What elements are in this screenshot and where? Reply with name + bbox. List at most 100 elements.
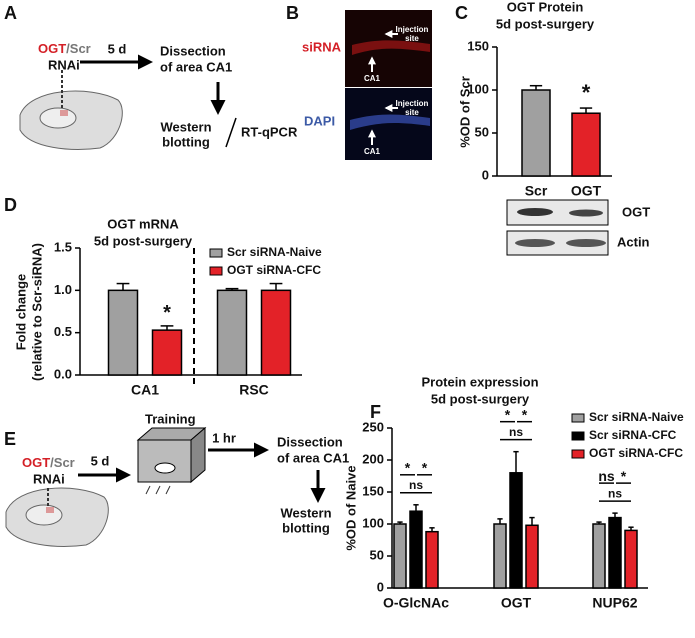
panel-label: A	[4, 3, 17, 23]
y-tick-label: 0.0	[54, 366, 72, 381]
legend-swatch	[209, 248, 223, 258]
brain	[19, 70, 123, 150]
text: Injection	[396, 99, 429, 108]
text: RNAi	[33, 471, 65, 486]
y-tick-label: 0.5	[54, 324, 72, 339]
y-axis-label: %OD of Scr	[457, 76, 472, 148]
legend-swatch	[209, 266, 223, 276]
bar	[509, 472, 523, 589]
y-tick-label: 100	[362, 515, 384, 530]
text: CA1	[364, 147, 381, 156]
text: OGT/Scr	[22, 455, 75, 470]
comparison-label: *	[422, 460, 428, 476]
panel-label: F	[370, 402, 381, 422]
comparison-label: *	[505, 406, 511, 422]
bar	[592, 523, 606, 589]
bar	[608, 516, 622, 589]
text: 5 d	[91, 453, 110, 468]
text: Western	[160, 119, 211, 134]
legend-swatch	[571, 449, 585, 459]
comparison-label: *	[621, 468, 627, 484]
y-tick-label: 1.5	[54, 239, 72, 254]
x-tick-label: OGT	[501, 595, 532, 611]
bar	[107, 289, 139, 376]
image-signal	[350, 114, 430, 130]
annotation: *	[582, 80, 591, 105]
text: DAPI	[304, 113, 335, 128]
comparison-label: ns	[608, 486, 622, 500]
x-tick-label: OGT	[571, 183, 602, 199]
blot-label: Actin	[617, 234, 650, 249]
bar	[493, 523, 507, 589]
text: siRNA	[302, 39, 342, 54]
legend-label: Scr siRNA-Naive	[589, 410, 684, 424]
bar	[521, 89, 551, 177]
panel-label: B	[286, 3, 299, 23]
text: RT-qPCR	[241, 124, 298, 139]
text: CA1	[364, 74, 381, 83]
bar	[393, 523, 407, 589]
bar	[260, 289, 292, 376]
bar	[525, 524, 539, 589]
y-tick-label: 0	[377, 579, 384, 594]
chart-title: Protein expression	[421, 374, 538, 389]
chart-title: 5d post-surgery	[496, 16, 595, 31]
text: Dissection	[160, 43, 226, 58]
annotation: *	[163, 302, 171, 324]
comparison-label: *	[405, 460, 411, 476]
comparison-label: ns	[598, 468, 615, 484]
panel-label: E	[4, 429, 16, 449]
text: 5 d	[108, 41, 127, 56]
blot-band	[517, 208, 553, 216]
legend-label: Scr siRNA-Naive	[227, 245, 322, 259]
chart-title: 5d post-surgery	[94, 233, 193, 248]
x-tick-label: Scr	[525, 183, 548, 199]
bar	[624, 529, 638, 589]
x-tick-label: O-GlcNAc	[383, 595, 449, 611]
y-tick-label: 0	[482, 167, 489, 182]
panel-label: C	[455, 3, 468, 23]
bar	[409, 510, 423, 589]
blot-band	[569, 209, 603, 217]
y-tick-label: 100	[467, 81, 489, 96]
y-axis-label: %OD of Naive	[343, 465, 358, 550]
text: Dissection	[277, 434, 343, 449]
slash	[225, 117, 237, 148]
blot-label: OGT	[622, 204, 650, 219]
text: 1 hr	[212, 430, 236, 445]
comparison-label: ns	[409, 478, 423, 492]
comparison-label: ns	[509, 425, 523, 439]
text: RNAi	[48, 57, 80, 72]
x-tick-label: RSC	[239, 382, 269, 398]
y-tick-label: 150	[467, 38, 489, 53]
legend-label: Scr siRNA-CFC	[589, 428, 677, 442]
text: of area CA1	[277, 450, 349, 465]
blot-band	[515, 239, 555, 247]
panel-label: D	[4, 195, 17, 215]
comparison-label: *	[522, 406, 528, 422]
text: OGT/Scr	[38, 41, 91, 56]
legend-label: OGT siRNA-CFC	[227, 263, 321, 277]
y-axis-label: Fold change	[13, 274, 28, 351]
x-tick-label: CA1	[131, 382, 159, 398]
blot-band	[566, 239, 606, 247]
bar	[571, 112, 601, 177]
y-tick-label: 50	[370, 547, 384, 562]
text: of area CA1	[160, 59, 232, 74]
legend-swatch	[571, 431, 585, 441]
brain	[5, 487, 109, 547]
text: blotting	[162, 134, 210, 149]
y-tick-label: 250	[362, 419, 384, 434]
legend-label: OGT siRNA-CFC	[589, 446, 683, 460]
text: Western	[280, 505, 331, 520]
text: site	[405, 34, 419, 43]
image-signal	[352, 40, 430, 55]
text: Training	[145, 411, 196, 426]
text: blotting	[282, 520, 330, 535]
y-tick-label: 200	[362, 451, 384, 466]
text: site	[405, 108, 419, 117]
bar	[151, 329, 183, 376]
y-tick-label: 150	[362, 483, 384, 498]
y-tick-label: 1.0	[54, 282, 72, 297]
